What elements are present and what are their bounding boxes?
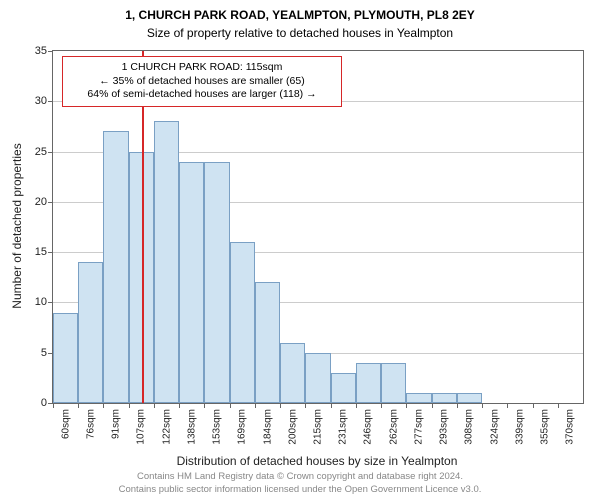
footer: Contains HM Land Registry data © Crown c…	[0, 471, 600, 496]
annotation-line: ← 35% of detached houses are smaller (65…	[71, 75, 333, 89]
histogram-bar	[432, 393, 457, 403]
x-tick-label: 60sqm	[60, 409, 71, 439]
y-tick-label: 10	[35, 296, 53, 308]
footer-line: Contains public sector information licen…	[0, 484, 600, 496]
histogram-bar	[204, 162, 229, 403]
y-axis-label: Number of detached properties	[10, 126, 24, 326]
x-tick-mark	[482, 403, 483, 408]
histogram-bar	[381, 363, 406, 403]
x-tick-label: 339sqm	[514, 409, 525, 445]
histogram-bar	[457, 393, 482, 403]
x-tick-label: 324sqm	[489, 409, 500, 445]
y-tick-label: 30	[35, 95, 53, 107]
y-tick-label: 0	[41, 397, 53, 409]
x-tick-mark	[356, 403, 357, 408]
x-tick-mark	[230, 403, 231, 408]
y-tick-label: 15	[35, 246, 53, 258]
x-tick-mark	[331, 403, 332, 408]
x-tick-label: 262sqm	[388, 409, 399, 445]
histogram-bar	[406, 393, 431, 403]
annotation-line: 64% of semi-detached houses are larger (…	[71, 88, 333, 102]
x-tick-label: 277sqm	[413, 409, 424, 445]
chart-container: 1, CHURCH PARK ROAD, YEALMPTON, PLYMOUTH…	[0, 0, 600, 500]
x-tick-label: 370sqm	[565, 409, 576, 445]
x-tick-mark	[78, 403, 79, 408]
x-tick-mark	[432, 403, 433, 408]
x-tick-mark	[457, 403, 458, 408]
x-tick-label: 308sqm	[464, 409, 475, 445]
annotation-box: 1 CHURCH PARK ROAD: 115sqm ← 35% of deta…	[62, 56, 342, 107]
x-tick-label: 153sqm	[212, 409, 223, 445]
x-tick-label: 293sqm	[439, 409, 450, 445]
x-tick-mark	[406, 403, 407, 408]
x-tick-mark	[507, 403, 508, 408]
x-tick-label: 76sqm	[85, 409, 96, 439]
histogram-bar	[179, 162, 204, 403]
page-subtitle: Size of property relative to detached ho…	[0, 24, 600, 40]
histogram-bar	[103, 131, 128, 403]
x-tick-mark	[129, 403, 130, 408]
x-tick-mark	[558, 403, 559, 408]
x-tick-mark	[255, 403, 256, 408]
x-tick-label: 138sqm	[186, 409, 197, 445]
histogram-bar	[154, 121, 179, 403]
y-tick-label: 20	[35, 196, 53, 208]
histogram-bar	[331, 373, 356, 403]
x-tick-label: 246sqm	[363, 409, 374, 445]
annotation-line: 1 CHURCH PARK ROAD: 115sqm	[71, 61, 333, 75]
x-tick-label: 91sqm	[111, 409, 122, 439]
x-tick-label: 169sqm	[237, 409, 248, 445]
x-tick-label: 200sqm	[287, 409, 298, 445]
x-tick-label: 107sqm	[136, 409, 147, 445]
x-tick-mark	[381, 403, 382, 408]
histogram-bar	[305, 353, 330, 403]
x-tick-label: 122sqm	[161, 409, 172, 445]
histogram-bar	[53, 313, 78, 404]
histogram-bar	[280, 343, 305, 403]
histogram-bar	[356, 363, 381, 403]
x-tick-mark	[154, 403, 155, 408]
x-tick-mark	[305, 403, 306, 408]
x-tick-mark	[533, 403, 534, 408]
footer-line: Contains HM Land Registry data © Crown c…	[0, 471, 600, 483]
histogram-bar	[230, 242, 255, 403]
x-tick-mark	[280, 403, 281, 408]
x-tick-label: 215sqm	[313, 409, 324, 445]
y-tick-label: 35	[35, 45, 53, 57]
x-tick-mark	[103, 403, 104, 408]
histogram-bar	[255, 282, 280, 403]
x-tick-label: 355sqm	[540, 409, 551, 445]
page-title: 1, CHURCH PARK ROAD, YEALMPTON, PLYMOUTH…	[0, 0, 600, 24]
x-tick-mark	[204, 403, 205, 408]
histogram-bar	[78, 262, 103, 403]
x-tick-mark	[179, 403, 180, 408]
x-axis-label: Distribution of detached houses by size …	[52, 454, 582, 468]
x-tick-label: 231sqm	[338, 409, 349, 445]
y-tick-label: 5	[41, 347, 53, 359]
y-tick-label: 25	[35, 146, 53, 158]
x-tick-label: 184sqm	[262, 409, 273, 445]
x-tick-mark	[53, 403, 54, 408]
